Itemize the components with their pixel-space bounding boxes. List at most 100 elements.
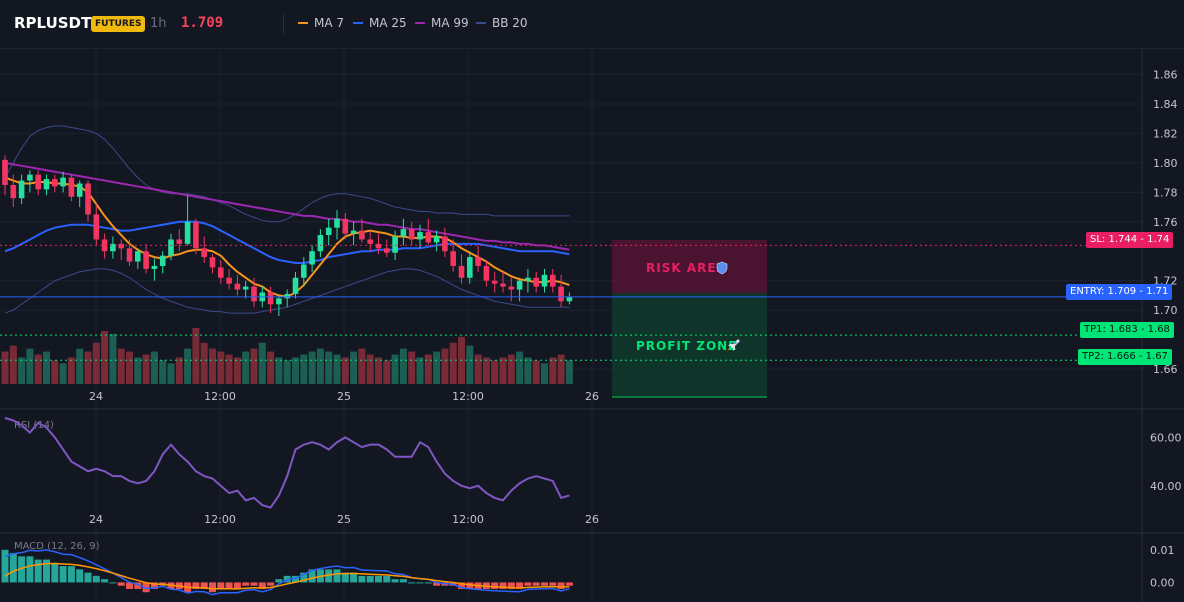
macd-histogram-bar	[225, 582, 233, 589]
timeframe-selector[interactable]: 1h	[150, 16, 167, 31]
candle-body	[151, 265, 158, 269]
bollinger-bands	[4, 125, 570, 314]
volume-bar	[76, 348, 84, 384]
macd-histogram-bar	[341, 572, 349, 583]
candle-body	[384, 248, 390, 253]
macd-histogram-bar	[34, 559, 42, 583]
legend-ma99[interactable]: MA 99	[415, 16, 469, 30]
time-label: 25	[337, 390, 351, 403]
volume-bar	[383, 360, 391, 384]
macd-label[interactable]: MACD (12, 26, 9)	[14, 541, 100, 552]
macd-histogram-bar	[541, 582, 548, 586]
volume-bar	[92, 342, 100, 384]
volume-bar	[59, 363, 67, 384]
candle-body	[458, 265, 465, 278]
volume-bars	[1, 328, 573, 384]
rocket-icon	[727, 339, 740, 351]
volume-bar	[126, 351, 133, 384]
volume-bar	[26, 348, 34, 384]
volume-bar	[565, 360, 573, 384]
volume-bar	[416, 357, 424, 384]
candle-body	[516, 280, 523, 290]
macd-histogram-bar	[524, 582, 532, 586]
candle-body	[508, 286, 515, 290]
entry-tag[interactable]: ENTRY: 1.709 - 1.71	[1066, 284, 1173, 300]
ma99-swatch-icon	[415, 22, 425, 24]
time-label: 24	[89, 513, 103, 526]
macd-histogram-bar	[416, 582, 424, 584]
macd-histogram-bar	[549, 582, 557, 586]
volume-bar	[466, 345, 474, 384]
risk-area-box	[612, 240, 767, 293]
price-tick-label: 1.66	[1153, 363, 1178, 376]
legend-bb20[interactable]: BB 20	[476, 16, 528, 30]
legend-bb20-label: BB 20	[492, 16, 528, 30]
macd-histogram-bar	[325, 569, 333, 583]
volume-bar	[242, 351, 250, 384]
price-axis[interactable]: 1.861.841.821.801.781.761.721.701.66	[1153, 69, 1178, 377]
volume-bar	[184, 348, 192, 384]
candle-body	[292, 277, 299, 294]
volume-bar	[34, 354, 42, 384]
tp1-tag-text: TP1: 1.683	[1084, 324, 1138, 335]
candle-body	[35, 174, 41, 190]
volume-bar	[51, 360, 59, 384]
volume-bar	[308, 351, 316, 384]
legend-ma25[interactable]: MA 25	[353, 16, 407, 30]
volume-bar	[424, 354, 432, 384]
rsi-label[interactable]: RSI (14)	[14, 420, 54, 431]
candle-body	[550, 274, 556, 287]
volume-bar	[101, 330, 109, 384]
candle-body	[467, 257, 473, 278]
macd-histogram-bar	[217, 582, 225, 589]
volume-bar	[9, 345, 17, 384]
volume-bar	[358, 348, 366, 384]
macd-histogram-bar	[200, 582, 208, 589]
candle-body	[558, 286, 564, 302]
time-label: 12:00	[204, 513, 236, 526]
macd-histogram-bar	[408, 582, 416, 584]
volume-bar	[192, 328, 200, 384]
time-label: 26	[585, 513, 599, 526]
candle-body	[417, 232, 423, 240]
volume-bar	[507, 354, 515, 384]
macd-histogram-bar	[399, 579, 407, 583]
candle-body	[533, 277, 539, 287]
volume-bar	[366, 354, 374, 384]
volume-bar	[325, 351, 333, 384]
candle-body	[193, 221, 199, 249]
candle-body	[226, 277, 232, 284]
candle-body	[276, 298, 282, 305]
legend-ma7[interactable]: MA 7	[298, 16, 344, 30]
macd-pane: MACD (12, 26, 9) 0.01 0.00	[1, 541, 1175, 596]
volume-bar	[159, 360, 167, 384]
macd-histogram-bar	[565, 582, 573, 586]
sl-tag[interactable]: SL: 1.744 - 1.74	[1086, 232, 1174, 248]
volume-bar	[209, 348, 216, 384]
candle-body	[284, 293, 290, 299]
candle-body	[408, 229, 415, 240]
macd-histogram-bar	[43, 559, 50, 583]
bb20-swatch-icon	[476, 22, 486, 24]
tp1-tag[interactable]: TP1: 1.683 - 1.68	[1080, 322, 1174, 338]
candle-body	[118, 243, 124, 249]
macd-line	[4, 549, 570, 596]
price-tick-label: 1.86	[1153, 69, 1178, 82]
candle-body	[450, 251, 456, 266]
volume-bar	[258, 342, 266, 384]
candle-body	[27, 174, 33, 181]
header-divider	[283, 14, 284, 34]
volume-bar	[300, 354, 308, 384]
volume-bar	[167, 363, 175, 384]
tp2-tag[interactable]: TP2: 1.666 - 1.67	[1078, 349, 1172, 365]
macd-histogram-bar	[458, 582, 465, 589]
macd-histogram-bar	[516, 582, 524, 589]
candle-body	[334, 218, 340, 228]
volume-bar	[18, 357, 26, 384]
symbol-name[interactable]: RPLUSDT	[14, 14, 92, 32]
candle-body	[267, 292, 274, 305]
volume-bar	[316, 348, 324, 384]
macd-histogram-bar	[242, 582, 250, 586]
candle-body	[2, 159, 8, 185]
